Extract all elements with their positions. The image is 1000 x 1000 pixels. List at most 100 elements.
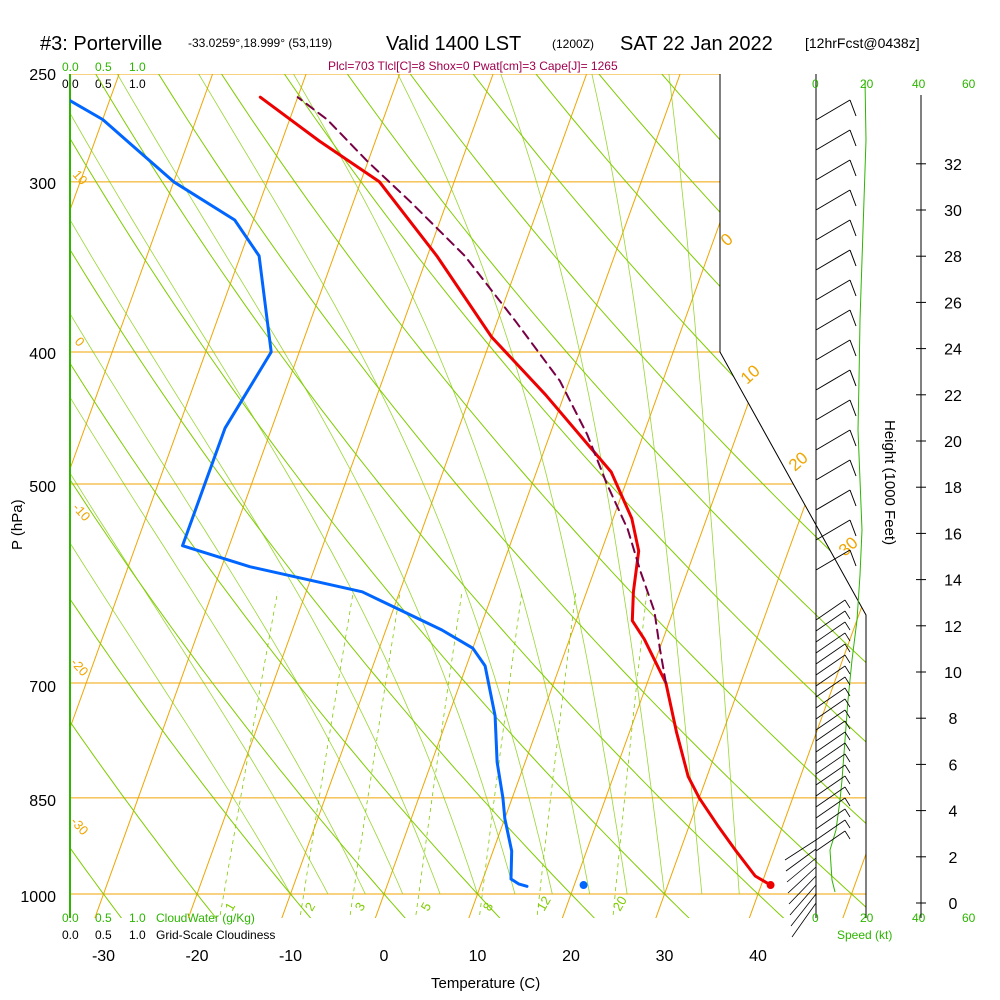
background-lines — [70, 74, 866, 918]
height-tick-label: 10 — [944, 665, 962, 682]
wind-barb-flag — [849, 129, 857, 147]
moist-adiabat-line — [184, 74, 553, 895]
wind-barb-flag — [844, 786, 851, 796]
isotherm-line — [560, 74, 866, 918]
dry-adiabat-line — [267, 74, 866, 918]
wind-barb-staff — [815, 720, 846, 742]
height-tick-label: 26 — [944, 295, 962, 312]
pressure-axis: 250 300 400 500 700 850 1000 — [20, 67, 56, 906]
valid-time: Valid 1400 LST — [386, 33, 521, 55]
height-tick-label: 12 — [944, 619, 962, 636]
isotherm-line — [92, 74, 409, 918]
wind-barb-staff — [815, 632, 846, 654]
station-coords: -33.0259°,18.999° (53,119) — [188, 36, 332, 50]
utc-time: (1200Z) — [552, 37, 594, 51]
isotherm-label-left: 0 — [72, 334, 88, 349]
speed-top-40: 40 — [912, 77, 926, 91]
mixing-ratio-line — [414, 591, 463, 918]
mixing-ratio-line — [536, 591, 577, 918]
wind-barb-flag — [844, 654, 851, 664]
wind-barb-flag — [844, 808, 851, 818]
dry-adiabat-line — [329, 74, 866, 918]
speed-bottom-60: 60 — [962, 911, 976, 925]
temperature-tick-label: -20 — [185, 948, 208, 965]
isotherm-label-left: -20 — [68, 655, 92, 679]
pressure-tick-label: 850 — [29, 793, 56, 810]
forecast-tag: [12hrFcst@0438z] — [805, 35, 920, 51]
height-tick-label: 8 — [949, 711, 958, 728]
wind-barb-flag — [844, 742, 851, 752]
wind-barb-flag — [849, 369, 857, 387]
speed-bottom-20: 20 — [860, 911, 874, 925]
isotherm-label-right: 20 — [785, 448, 812, 475]
isotherm-line — [373, 74, 690, 918]
wind-barb-staff — [788, 875, 817, 905]
height-tick-label: 16 — [944, 526, 962, 543]
temperature-tick-label: -10 — [279, 948, 302, 965]
height-tick-label: 20 — [944, 434, 962, 451]
cloud-scale-bottom: 0.0 0.5 1.0 CloudWater (g/Kg) 0.0 0.5 1.… — [62, 911, 275, 942]
wind-barb-staff — [815, 189, 851, 211]
speed-bottom-40: 40 — [912, 911, 926, 925]
mixing-ratio-label: 20 — [610, 893, 630, 913]
height-tick-label: 4 — [949, 804, 958, 821]
cloud-scale-top-black-2: 1.0 — [129, 77, 146, 91]
temperature-tick-label: -30 — [92, 948, 115, 965]
wind-barb-flag — [849, 99, 857, 117]
wind-barb-staff — [815, 786, 846, 808]
moist-adiabat-line — [70, 74, 404, 895]
wind-barb-staff — [815, 764, 846, 786]
sounding-indices: Plcl=703 Tlcl[C]=8 Shox=0 Pwat[cm]=3 Cap… — [328, 59, 618, 73]
wind-barb-flag — [844, 709, 851, 719]
moist-adiabat-line — [491, 74, 665, 895]
wind-barb-staff — [815, 129, 851, 151]
pressure-tick-label: 400 — [29, 346, 56, 363]
moist-adiabat-line — [70, 74, 291, 895]
wind-barb-staff — [815, 775, 846, 797]
temperature-tick-label: 30 — [656, 948, 674, 965]
wind-barb-staff — [815, 369, 851, 391]
wind-barb-staff — [815, 808, 846, 830]
series-parcel-line — [296, 96, 667, 684]
isotherm-line — [653, 74, 866, 918]
dry-adiabat-line — [70, 74, 126, 918]
wind-barb-flag — [849, 309, 857, 327]
dry-adiabat-line — [70, 74, 695, 918]
mixing-ratio-line — [218, 591, 278, 918]
wind-barb-flag — [844, 819, 851, 829]
wind-barb-flag — [849, 189, 857, 207]
wind-barb-staff — [815, 698, 846, 720]
wind-barb-flag — [844, 610, 851, 620]
dry-adiabat-line — [70, 74, 600, 918]
dry-adiabat-line — [70, 74, 505, 918]
mixing-ratio-line — [298, 591, 354, 918]
temperature-axis: -30 -20 -10 0 10 20 30 40 — [92, 948, 767, 965]
dry-adiabat-line — [143, 74, 866, 918]
isotherm-line — [186, 74, 503, 918]
wind-barb-flag — [844, 599, 851, 609]
height-tick-label: 2 — [949, 850, 958, 867]
wind-barb-flag — [849, 519, 857, 537]
wind-barb-staff — [815, 549, 851, 571]
dry-adiabat-line — [827, 74, 866, 918]
isotherm-line — [747, 74, 866, 918]
wind-barb-flag — [849, 489, 857, 507]
wind-barb-flag — [844, 643, 851, 653]
mixing-ratio-label: 3 — [352, 900, 369, 914]
mixing-ratio-label: 5 — [418, 900, 435, 914]
wind-barb-staff — [789, 884, 817, 916]
valid-date: SAT 22 Jan 2022 — [620, 33, 773, 55]
wind-barb-staff — [815, 687, 846, 709]
height-tick-label: 14 — [944, 573, 962, 590]
height-tick-label: 0 — [949, 896, 958, 913]
moist-adiabat-line — [70, 74, 329, 895]
moist-adiabat-line — [278, 74, 591, 895]
dry-adiabat-line — [81, 74, 790, 918]
wind-barb-staff — [815, 599, 846, 621]
pressure-axis-label: P (hPa) — [9, 499, 26, 550]
wind-barb-flag — [844, 797, 851, 807]
wind-barb-staff — [815, 731, 846, 753]
plot-frame-right-edge — [719, 74, 867, 918]
cloudwater-label: CloudWater (g/Kg) — [156, 911, 255, 925]
